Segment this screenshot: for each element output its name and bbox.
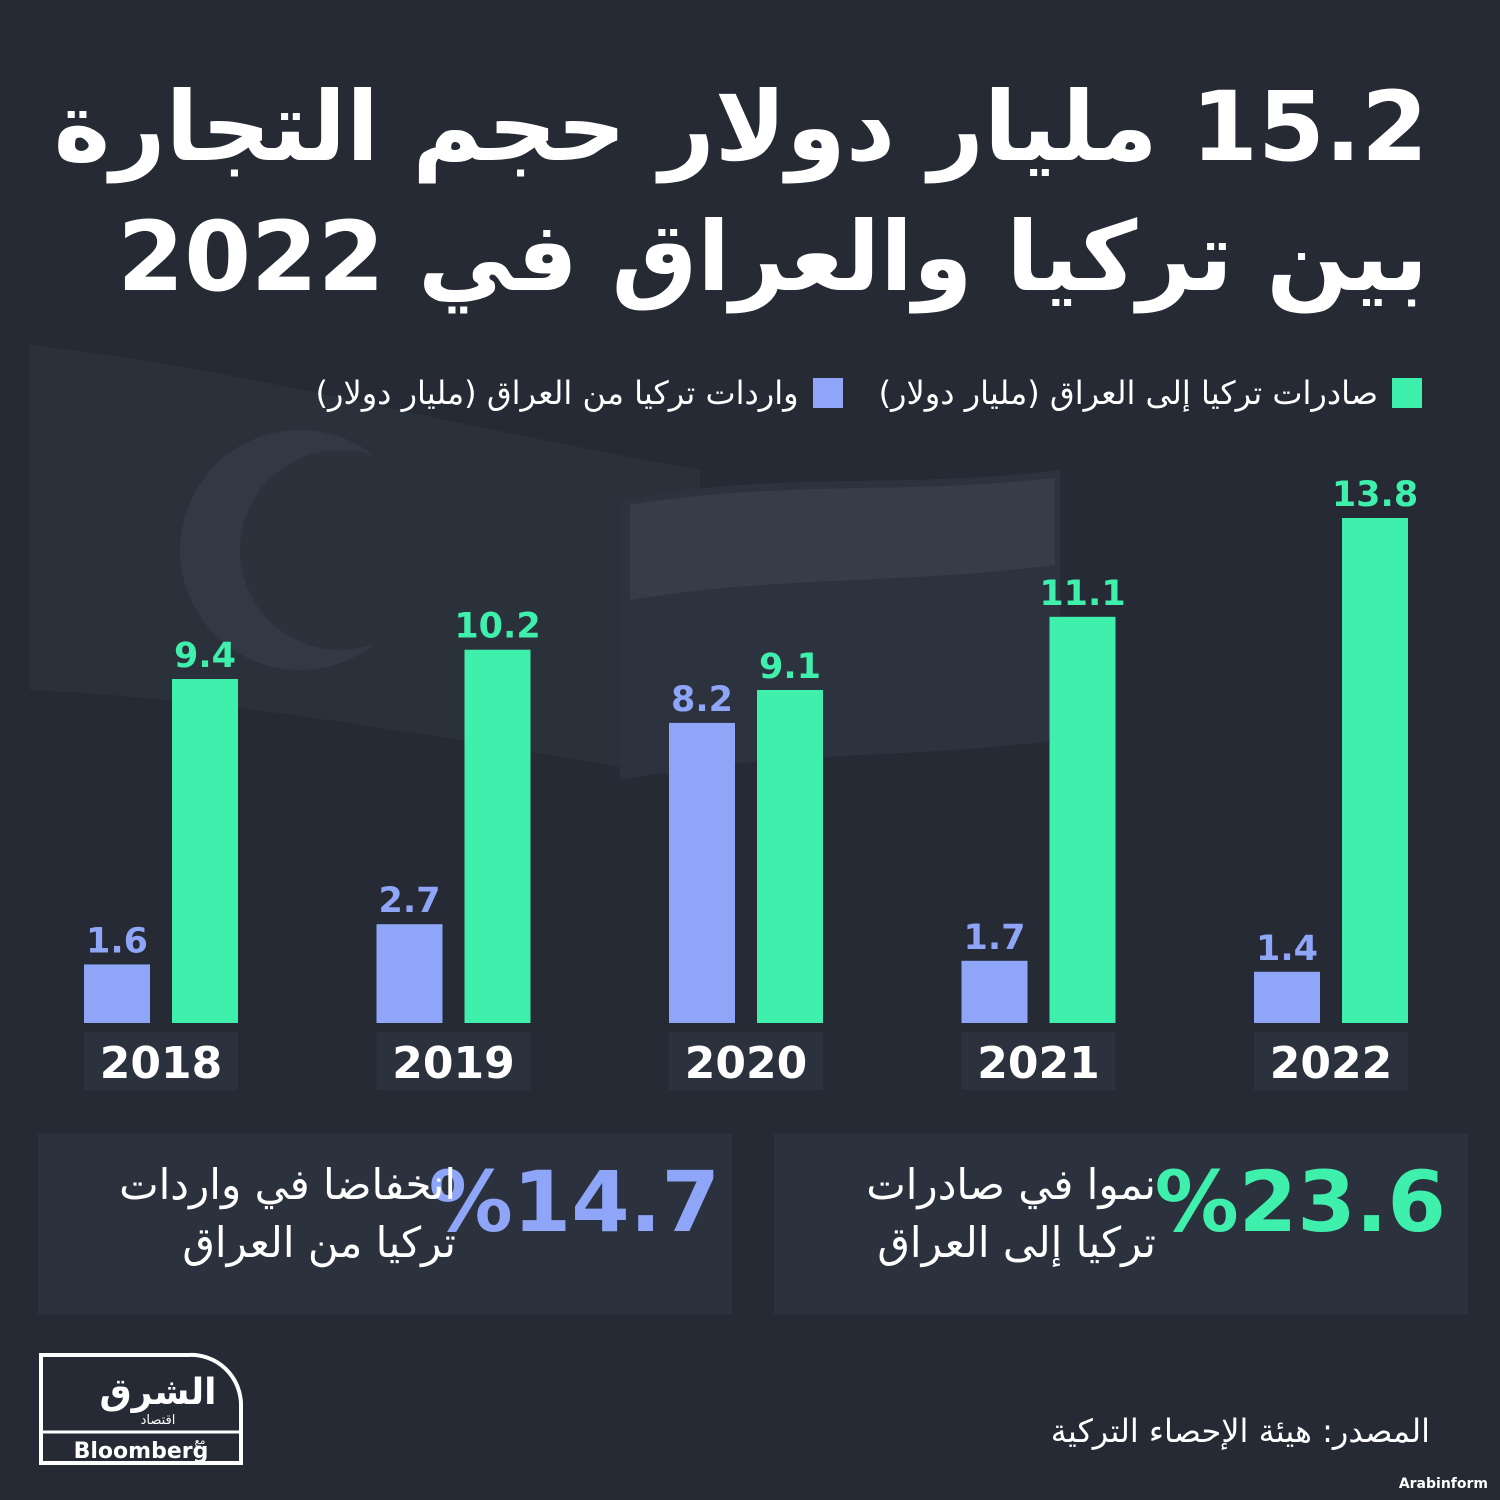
- watermark: Arabinform: [1398, 1476, 1488, 1492]
- asharq-bloomberg-logo: الشرق اقتصاد مع Bloomberg: [39, 1352, 244, 1465]
- legend-item-exports: صادرات تركيا إلى العراق (مليار دولار): [879, 374, 1422, 412]
- bar-label-imports-2018: 1.6: [86, 921, 148, 961]
- card-imports-value: %14.7: [428, 1153, 720, 1251]
- bar-imports-2019: [376, 924, 443, 1023]
- title-line-2: بين تركيا والعراق في 2022: [117, 201, 1428, 313]
- legend-label-imports: واردات تركيا من العراق (مليار دولار): [315, 374, 799, 412]
- card-exports-line-2: تركيا إلى العراق: [877, 1218, 1156, 1267]
- bar-exports-2021: [1049, 616, 1116, 1023]
- bar-label-exports-2019: 10.2: [454, 607, 540, 647]
- chart-legend: صادرات تركيا إلى العراق (مليار دولار) وا…: [100, 368, 1422, 418]
- bar-label-imports-2019: 2.7: [378, 881, 440, 921]
- page-title: 15.2 مليار دولار حجم التجارة بين تركيا و…: [48, 62, 1428, 322]
- legend-swatch-exports: [1392, 378, 1422, 408]
- bar-imports-2021: [961, 960, 1028, 1023]
- source-note: المصدر: هيئة الإحصاء التركية: [1050, 1412, 1430, 1450]
- year-label-2021: 2021: [977, 1038, 1099, 1089]
- bar-imports-2020: [669, 722, 735, 1023]
- logo-sub-text: اقتصاد: [141, 1413, 176, 1428]
- bar-label-imports-2020: 8.2: [671, 680, 733, 720]
- card-imports-line-1: انخفاضا في واردات: [119, 1160, 456, 1209]
- bar-exports-2018: [172, 679, 238, 1023]
- card-exports-line-1: نموا في صادرات: [866, 1160, 1156, 1209]
- bar-label-imports-2021: 1.7: [963, 918, 1025, 958]
- year-label-2020: 2020: [685, 1038, 807, 1089]
- title-line-1: 15.2 مليار دولار حجم التجارة: [53, 71, 1428, 183]
- year-label-bg-2022: [1254, 1032, 1408, 1090]
- year-label-2022: 2022: [1270, 1038, 1392, 1089]
- logo-partner-text: Bloomberg: [74, 1439, 209, 1464]
- legend-label-exports: صادرات تركيا إلى العراق (مليار دولار): [878, 374, 1378, 412]
- legend-item-imports: واردات تركيا من العراق (مليار دولار): [316, 374, 843, 412]
- bar-exports-2022: [1342, 518, 1408, 1023]
- logo-with-text: مع: [195, 1436, 206, 1447]
- card-exports-growth: %23.6 نموا في صادرات تركيا إلى العراق: [774, 1134, 1468, 1314]
- card-imports-decline: %14.7 انخفاضا في واردات تركيا من العراق: [38, 1134, 732, 1314]
- card-exports-text: نموا في صادرات تركيا إلى العراق: [866, 1156, 1156, 1272]
- card-exports-value: %23.6: [1154, 1153, 1446, 1251]
- year-label-2019: 2019: [392, 1038, 514, 1089]
- bar-imports-2018: [84, 964, 150, 1023]
- logo-brand-text: الشرق: [99, 1372, 216, 1413]
- card-imports-text: انخفاضا في واردات تركيا من العراق: [119, 1156, 456, 1272]
- card-imports-line-2: تركيا من العراق: [182, 1218, 456, 1267]
- year-label-2018: 2018: [100, 1038, 222, 1089]
- year-label-bg-2019: [376, 1032, 531, 1090]
- bar-exports-2019: [464, 649, 531, 1023]
- bar-label-exports-2021: 11.1: [1039, 574, 1125, 614]
- year-label-bg-2020: [669, 1032, 823, 1090]
- bar-label-exports-2022: 13.8: [1332, 475, 1418, 515]
- year-label-bg-2018: [84, 1032, 238, 1090]
- bar-label-imports-2022: 1.4: [1256, 929, 1318, 969]
- year-label-bg-2021: [961, 1032, 1116, 1090]
- bar-label-exports-2018: 9.4: [174, 636, 236, 676]
- bar-exports-2020: [757, 689, 823, 1023]
- bar-imports-2022: [1254, 971, 1320, 1023]
- legend-swatch-imports: [812, 378, 843, 408]
- bar-label-exports-2020: 9.1: [759, 647, 821, 687]
